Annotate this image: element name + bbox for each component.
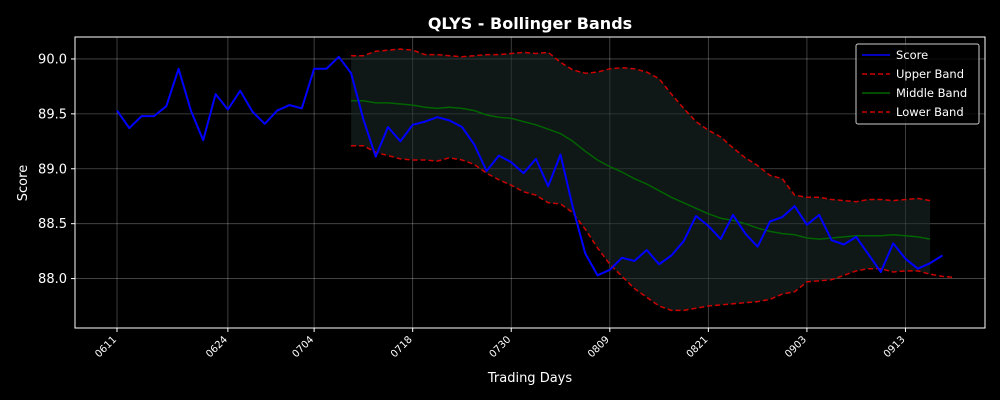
chart-title: QLYS - Bollinger Bands xyxy=(428,14,632,33)
legend: Score Upper Band Middle Band Lower Band xyxy=(855,43,980,125)
legend-label-upper: Upper Band xyxy=(896,67,964,81)
y-tick-label: 89.0 xyxy=(38,162,67,177)
legend-box xyxy=(855,43,980,125)
x-axis-label: Trading Days xyxy=(487,371,572,386)
y-tick-label: 88.5 xyxy=(38,217,67,232)
series-line-middle xyxy=(351,99,931,240)
y-tick-label: 90.0 xyxy=(38,52,67,67)
axes-frame xyxy=(74,36,986,329)
legend-label-lower: Lower Band xyxy=(896,105,964,119)
y-tick-labels: 88.0 88.5 89.0 89.5 90.0 xyxy=(38,52,75,287)
y-axis-label: Score xyxy=(16,165,31,201)
y-tick-label: 89.5 xyxy=(38,107,67,122)
series-lines xyxy=(116,48,955,312)
legend-label-score: Score xyxy=(896,48,928,62)
band-fill-area xyxy=(351,49,931,311)
series-line-upper xyxy=(351,48,931,203)
series-line-lower xyxy=(351,144,955,312)
series-line-score xyxy=(116,55,943,277)
y-tick-label: 88.0 xyxy=(38,272,67,287)
legend-label-middle: Middle Band xyxy=(896,86,967,100)
axes xyxy=(74,36,986,329)
band-fill xyxy=(351,49,931,311)
